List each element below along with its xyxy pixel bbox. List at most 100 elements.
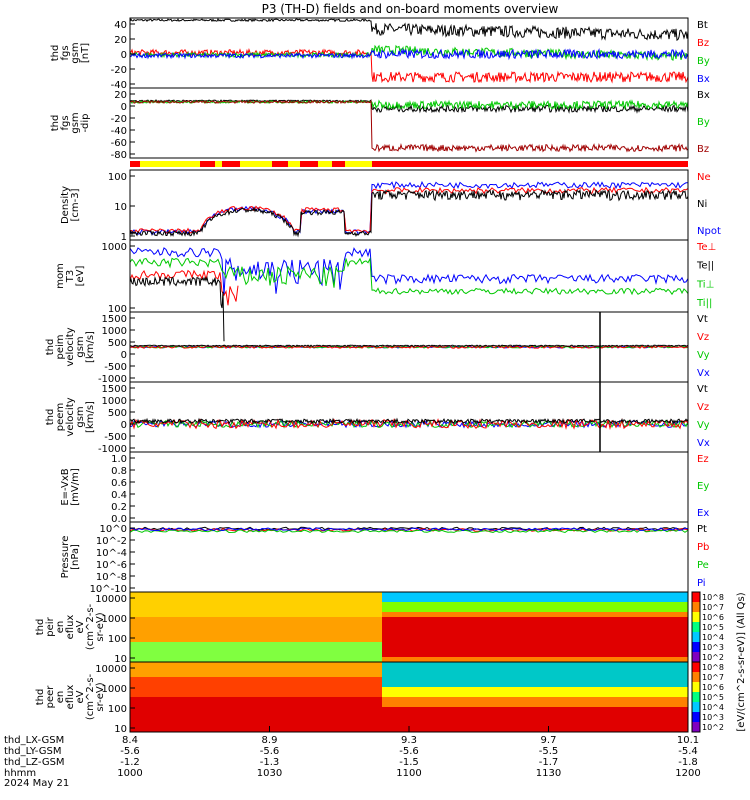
spectrogram-cell [208, 652, 215, 658]
spectrogram-cell [154, 702, 161, 708]
spectrogram-cell [196, 697, 203, 703]
spectrogram-cell [334, 677, 341, 683]
spectrogram-cell [160, 607, 167, 613]
spectrogram-cell [184, 647, 191, 653]
spectrogram-cell [298, 697, 305, 703]
spectrogram-cell [652, 622, 659, 628]
spectrogram-cell [652, 672, 659, 678]
spectrogram-cell [502, 602, 509, 608]
spectrogram-cell [142, 597, 149, 603]
spectrogram-cell [406, 662, 413, 668]
spectrogram-cell [472, 592, 479, 598]
spectrogram-cell [604, 607, 611, 613]
spectrogram-cell [640, 722, 647, 728]
colorbar-tick-label: 10^6 [702, 613, 724, 622]
spectrogram-cell [280, 677, 287, 683]
panel-frame [129, 451, 689, 523]
spectrogram-cell [484, 642, 491, 648]
spectrogram-cell [658, 667, 665, 673]
spectrogram-cell [664, 652, 671, 658]
spectrogram-cell [640, 652, 647, 658]
spectrogram-cell [598, 702, 605, 708]
spectrogram-cell [550, 637, 557, 643]
spectrogram-cell [370, 672, 377, 678]
spectrogram-cell [436, 692, 443, 698]
spectrogram-cell [148, 692, 155, 698]
spectrogram-cell [268, 637, 275, 643]
spectrogram-cell [664, 697, 671, 703]
spectrogram-cell [658, 682, 665, 688]
spectrogram-cell [664, 672, 671, 678]
spectrogram-cell [274, 642, 281, 648]
spectrogram-cell [382, 727, 389, 733]
spectrogram-cell [586, 632, 593, 638]
spectrogram-cell [478, 682, 485, 688]
spectrogram-cell [556, 657, 563, 663]
spectrogram-cell [166, 662, 173, 668]
spectrogram-cell [232, 727, 239, 733]
spectrogram-cell [334, 727, 341, 733]
spectrogram-cell [550, 627, 557, 633]
spectrogram-cell [472, 627, 479, 633]
spectrogram-cell [538, 627, 545, 633]
spectrogram-cell [166, 682, 173, 688]
spectrogram-cell [472, 657, 479, 663]
spectrogram-cell [460, 637, 467, 643]
spectrogram-cell [538, 607, 545, 613]
spectrogram-cell [682, 707, 689, 713]
spectrogram-cell [640, 642, 647, 648]
colorbar-tick-label: 10^3 [702, 643, 724, 652]
spectrogram-cell [622, 712, 629, 718]
spectrogram-cell [226, 612, 233, 618]
spectrogram-cell [256, 642, 263, 648]
spectrogram-cell [238, 727, 245, 733]
spectrogram-cell [304, 712, 311, 718]
spectrogram-cell [640, 612, 647, 618]
spectrogram-cell [160, 717, 167, 723]
spectrogram-cell [274, 602, 281, 608]
spectrogram-cell [448, 692, 455, 698]
spectrogram-cell [592, 712, 599, 718]
spectrogram-cell [466, 697, 473, 703]
spectrogram-cell [496, 642, 503, 648]
spectrogram-cell [208, 687, 215, 693]
spectrogram-cell [250, 702, 257, 708]
spectrogram-cell [676, 652, 683, 658]
spectrogram-cell [388, 627, 395, 633]
spectrogram-cell [208, 627, 215, 633]
spectrogram-cell [448, 617, 455, 623]
spectrogram-cell [418, 602, 425, 608]
spectrogram-cell [400, 662, 407, 668]
spectrogram-cell [604, 672, 611, 678]
spectrogram-cell [334, 697, 341, 703]
spectrogram-cell [160, 727, 167, 733]
spectrogram-cell [286, 647, 293, 653]
spectrogram-cell [214, 727, 221, 733]
spectrogram-cell [334, 642, 341, 648]
spectrogram-cell [490, 677, 497, 683]
spectrogram-cell [406, 717, 413, 723]
spectrogram-cell [238, 652, 245, 658]
spectrogram-cell [250, 617, 257, 623]
spectrogram-cell [346, 622, 353, 628]
spectrogram-cell [352, 707, 359, 713]
spectrogram-cell [376, 692, 383, 698]
spectrogram-cell [190, 682, 197, 688]
spectrogram-cell [304, 607, 311, 613]
spectrogram-cell [328, 697, 335, 703]
spectrogram-cell [196, 592, 203, 598]
spectrogram-cell [634, 707, 641, 713]
spectrogram-cell [544, 612, 551, 618]
spectrogram-cell [160, 687, 167, 693]
spectrogram-cell [364, 697, 371, 703]
spectrogram-cell [460, 642, 467, 648]
spectrogram-cell [520, 657, 527, 663]
spectrogram-cell [280, 692, 287, 698]
y-axis-label-line: [km/s] [85, 331, 96, 363]
spectrogram-cell [484, 622, 491, 628]
spectrogram-cell [424, 672, 431, 678]
y-tick-label: 40 [114, 20, 127, 31]
spectrogram-cell [436, 687, 443, 693]
spectrogram-cell [130, 612, 137, 618]
spectrogram-cell [262, 692, 269, 698]
